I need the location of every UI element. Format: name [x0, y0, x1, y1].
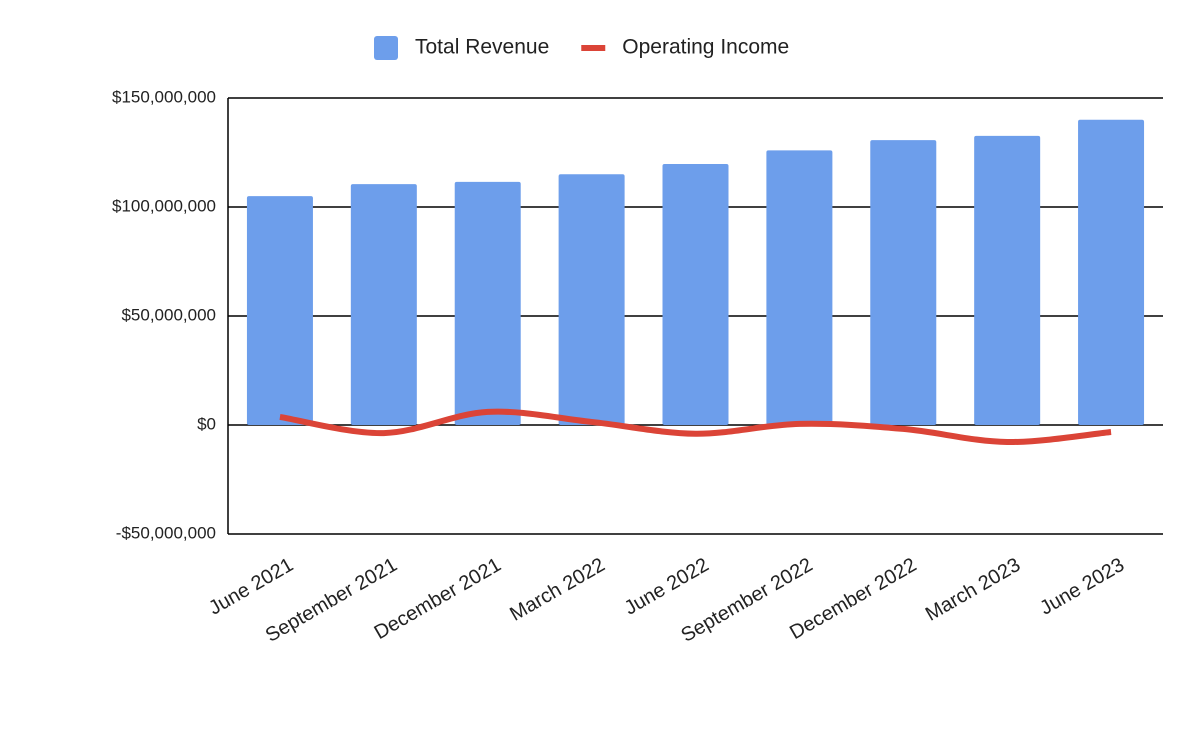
bar — [454, 181, 521, 425]
bar — [246, 196, 313, 425]
legend-label: Operating Income — [622, 36, 789, 59]
y-tick-label: $100,000,000 — [112, 196, 216, 215]
bar — [662, 164, 729, 425]
y-tick-label: $0 — [197, 414, 216, 433]
bar — [870, 140, 937, 425]
y-tick-label: $50,000,000 — [121, 305, 216, 324]
bar — [350, 184, 417, 425]
legend-label: Total Revenue — [415, 36, 549, 59]
bar — [766, 150, 833, 425]
line — [279, 408, 1112, 446]
bar — [558, 174, 625, 425]
y-tick-label: $150,000,000 — [112, 87, 216, 106]
x-tick-label: June 2023 — [1036, 554, 1128, 620]
bar — [1078, 119, 1145, 426]
x-tick-label: June 2021 — [205, 554, 297, 620]
x-tick-label: June 2022 — [621, 554, 713, 620]
bar — [974, 135, 1041, 425]
y-tick-label: -$50,000,000 — [116, 523, 216, 542]
x-tick-label: March 2022 — [506, 554, 608, 626]
legend-swatch — [374, 36, 398, 60]
x-tick-label: March 2023 — [922, 554, 1024, 626]
